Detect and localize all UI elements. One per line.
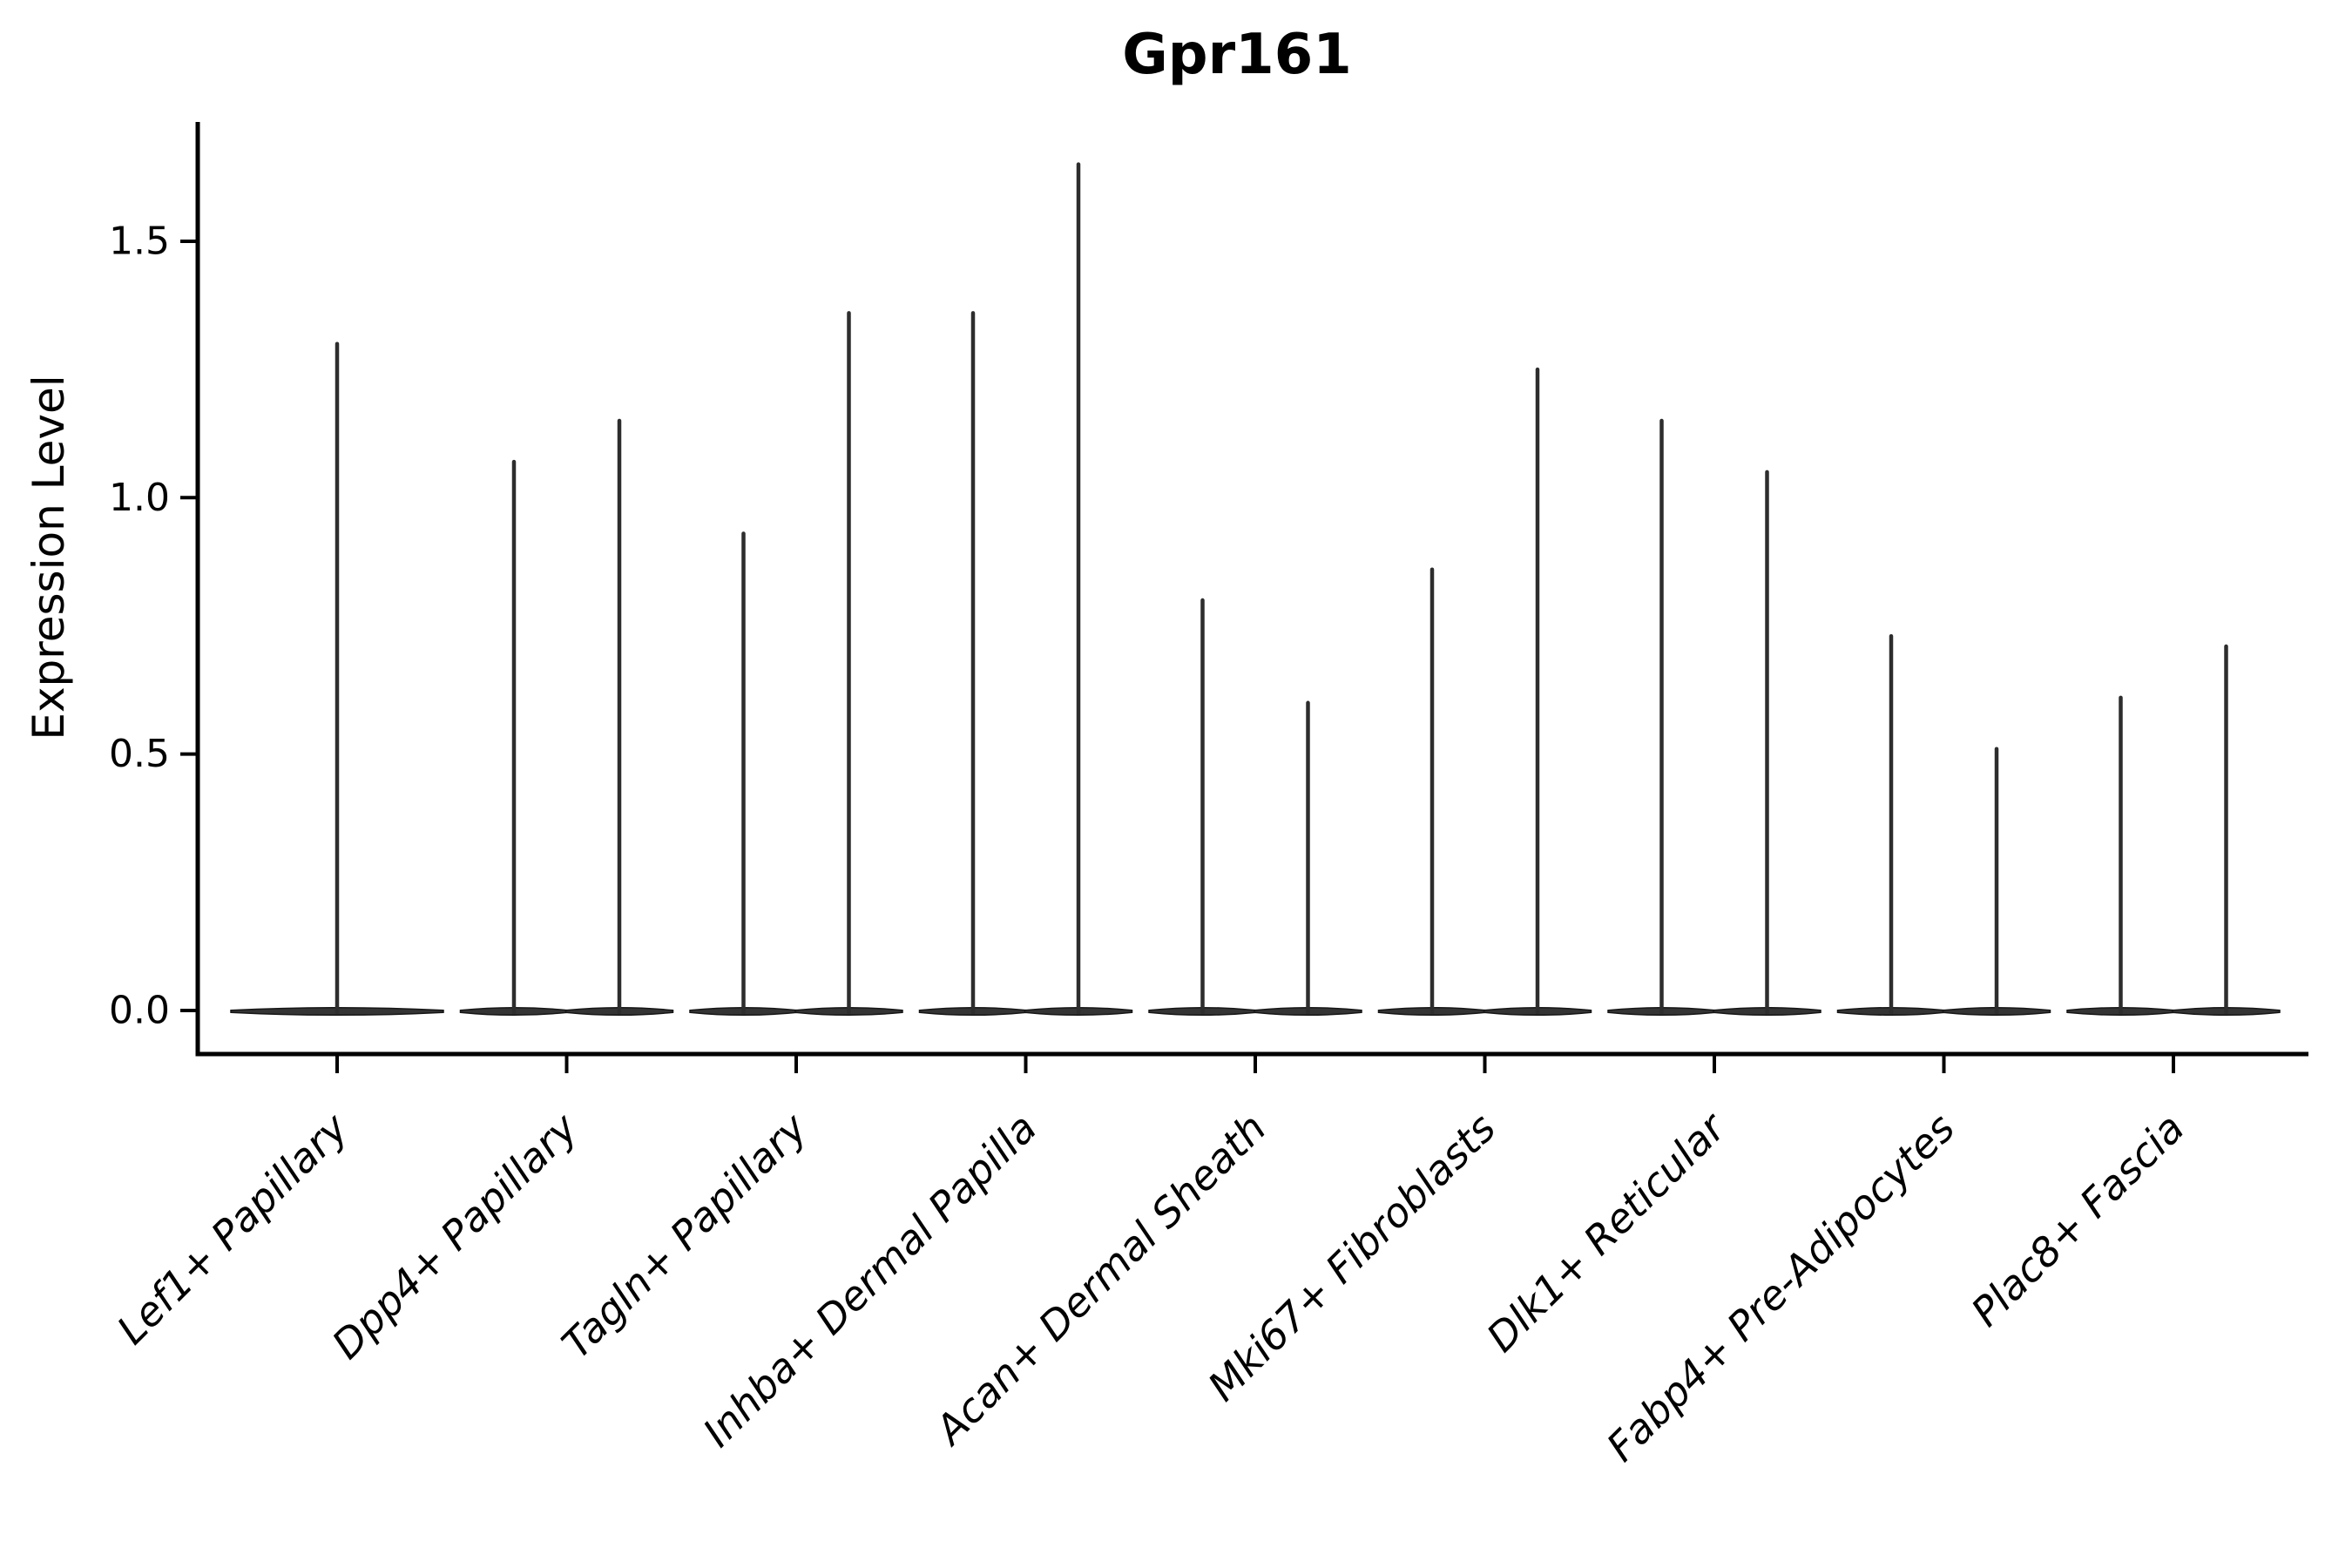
x-tick-label: Tagln+ Papillary xyxy=(552,1104,816,1368)
x-tick-label: Plac8+ Fascia xyxy=(1962,1105,2193,1335)
y-tick-label: 0.5 xyxy=(109,732,170,776)
y-tick-label: 0.0 xyxy=(109,989,170,1033)
y-tick-label: 1.0 xyxy=(109,476,170,520)
x-tick-label: Dlk1+ Reticular xyxy=(1477,1102,1736,1361)
x-tick-label: Lef1+ Papillary xyxy=(108,1104,357,1353)
x-tick-label: Dpp4+ Papillary xyxy=(323,1104,587,1368)
chart-title: Gpr161 xyxy=(1122,23,1352,87)
y-tick-label: 1.5 xyxy=(109,219,170,263)
